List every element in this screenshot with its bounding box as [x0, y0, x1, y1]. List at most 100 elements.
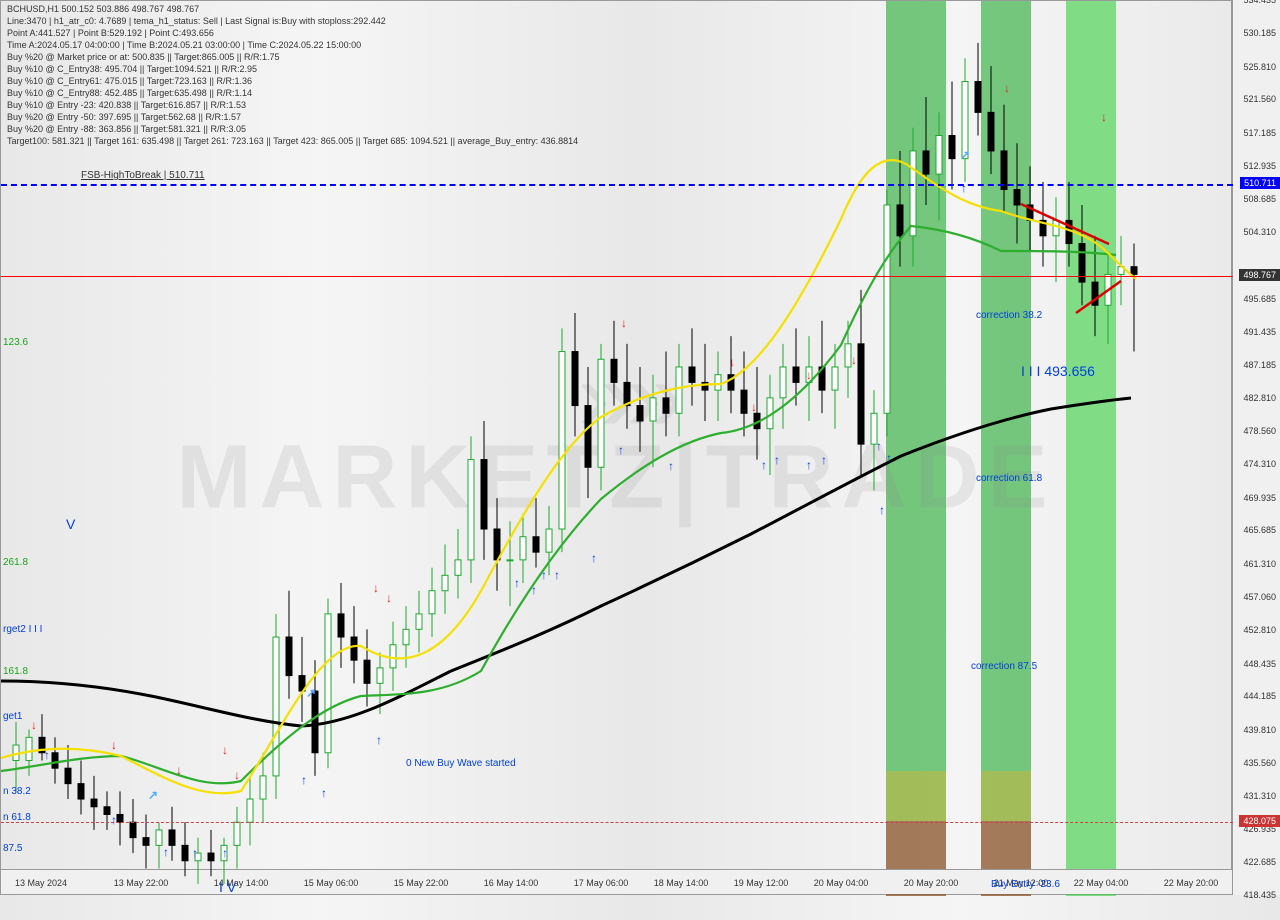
annotation: V: [66, 516, 75, 532]
y-tick: 444.185: [1243, 691, 1276, 701]
down-arrow-icon: ↓: [751, 400, 757, 414]
annotation: correction 87.5: [971, 661, 1037, 672]
down-arrow-icon: ↗: [960, 148, 970, 162]
left-label: 261.8: [3, 557, 28, 568]
y-tick: 487.185: [1243, 360, 1276, 370]
down-arrow-icon: ↓: [234, 768, 240, 782]
y-tick: 512.935: [1243, 161, 1276, 171]
info-line: Target100: 581.321 || Target 161: 635.49…: [7, 135, 578, 147]
annotation: correction 38.2: [976, 310, 1042, 321]
left-label: get1: [3, 711, 22, 722]
y-badge: 510.711: [1240, 177, 1280, 189]
up-arrow-icon: ↑: [879, 503, 885, 517]
y-tick: 431.310: [1243, 791, 1276, 801]
y-tick: 517.185: [1243, 128, 1276, 138]
up-arrow-icon: ↑: [591, 551, 597, 565]
left-label: 123.6: [3, 337, 28, 348]
y-tick: 508.685: [1243, 194, 1276, 204]
up-arrow-icon: ↑: [376, 733, 382, 747]
y-tick: 534.435: [1243, 0, 1276, 5]
y-tick: 452.810: [1243, 625, 1276, 635]
annotation: I I I 493.656: [1021, 363, 1095, 379]
y-tick: 530.185: [1243, 28, 1276, 38]
down-arrow-icon: ↓: [111, 738, 117, 752]
symbol-line: BCHUSD,H1 500.152 503.886 498.767 498.76…: [7, 3, 578, 15]
info-panel: BCHUSD,H1 500.152 503.886 498.767 498.76…: [7, 3, 578, 147]
up-arrow-icon: ↑: [876, 439, 882, 453]
down-arrow-icon: ↗: [148, 788, 158, 802]
left-label: 87.5: [3, 843, 22, 854]
info-line: Buy %10 @ C_Entry38: 495.704 || Target:1…: [7, 63, 578, 75]
y-badge: 498.767: [1239, 269, 1280, 281]
x-tick: 13 May 22:00: [114, 878, 169, 888]
x-tick: 17 May 06:00: [574, 878, 629, 888]
annotation: correction 61.8: [976, 473, 1042, 484]
y-tick: 474.310: [1243, 459, 1276, 469]
up-arrow-icon: ↑: [821, 453, 827, 467]
down-arrow-icon: ↗: [306, 686, 316, 700]
x-tick: 15 May 06:00: [304, 878, 359, 888]
y-tick: 495.685: [1243, 294, 1276, 304]
y-tick: 504.310: [1243, 227, 1276, 237]
up-arrow-icon: ↑: [321, 786, 327, 800]
info-line: Line:3470 | h1_atr_c0: 4.7689 | tema_h1_…: [7, 15, 578, 27]
support-line: [1, 822, 1233, 823]
up-arrow-icon: ↑: [886, 451, 892, 465]
ohlc: 500.152 503.886 498.767 498.767: [62, 4, 200, 14]
down-arrow-icon: ↓: [176, 763, 182, 777]
up-arrow-icon: ↑: [761, 458, 767, 472]
price-line: [1, 276, 1233, 277]
up-arrow-icon: ↑: [192, 846, 198, 860]
info-line: Buy %20 @ Entry -50: 397.695 || Target:5…: [7, 111, 578, 123]
y-tick: 461.310: [1243, 559, 1276, 569]
y-tick: 448.435: [1243, 659, 1276, 669]
up-arrow-icon: ↑: [514, 576, 520, 590]
left-label: rget2 I I I: [3, 624, 42, 635]
down-arrow-icon: ↓: [386, 591, 392, 605]
x-tick: 16 May 14:00: [484, 878, 539, 888]
down-arrow-icon: ↓: [621, 316, 627, 330]
fsb-label: FSB-HighToBreak | 510.711: [81, 170, 205, 181]
x-tick: 20 May 04:00: [814, 878, 869, 888]
y-tick: 422.685: [1243, 857, 1276, 867]
x-tick: 19 May 12:00: [734, 878, 789, 888]
up-arrow-icon: ↑: [774, 453, 780, 467]
fsb-line: [1, 184, 1233, 186]
y-tick: 465.685: [1243, 525, 1276, 535]
y-tick: 469.935: [1243, 493, 1276, 503]
x-tick: 22 May 04:00: [1074, 878, 1129, 888]
info-line: Time A:2024.05.17 04:00:00 | Time B:2024…: [7, 39, 578, 51]
left-label: 161.8: [3, 666, 28, 677]
annotation: Buy Entry -23.6: [991, 879, 1060, 890]
y-tick: 478.560: [1243, 426, 1276, 436]
y-badge: 428.075: [1239, 815, 1280, 827]
down-arrow-icon: ↓: [222, 743, 228, 757]
info-line: Buy %10 @ C_Entry88: 452.485 || Target:6…: [7, 87, 578, 99]
up-arrow-icon: ↑: [222, 846, 228, 860]
up-arrow-icon: ↑: [554, 568, 560, 582]
down-arrow-icon: ↓: [806, 368, 812, 382]
x-tick: 20 May 20:00: [904, 878, 959, 888]
y-tick: 439.810: [1243, 725, 1276, 735]
down-arrow-icon: ↓: [31, 718, 37, 732]
y-tick: 525.810: [1243, 62, 1276, 72]
x-tick: 22 May 20:00: [1164, 878, 1219, 888]
y-tick: 418.435: [1243, 890, 1276, 900]
up-arrow-icon: ↑: [668, 459, 674, 473]
y-tick: 521.560: [1243, 94, 1276, 104]
down-arrow-icon: ↓: [729, 355, 735, 369]
down-arrow-icon: ↓: [1101, 110, 1107, 124]
up-arrow-icon: ↑: [618, 443, 624, 457]
up-arrow-icon: ↑: [531, 583, 537, 597]
green-band: [981, 1, 1031, 896]
y-tick: 491.435: [1243, 327, 1276, 337]
x-tick: 15 May 22:00: [394, 878, 449, 888]
chart-area[interactable]: »»» MARKETZ|TRADE BCHUSD,H1 500.152 503.…: [0, 0, 1232, 895]
up-arrow-icon: ↑: [163, 845, 169, 859]
x-tick: 18 May 14:00: [654, 878, 709, 888]
x-tick: 13 May 2024: [15, 878, 67, 888]
up-arrow-icon: ↑: [44, 748, 50, 762]
down-arrow-icon: ↓: [373, 581, 379, 595]
annotation: I V: [219, 879, 236, 895]
up-arrow-icon: ↑: [301, 773, 307, 787]
